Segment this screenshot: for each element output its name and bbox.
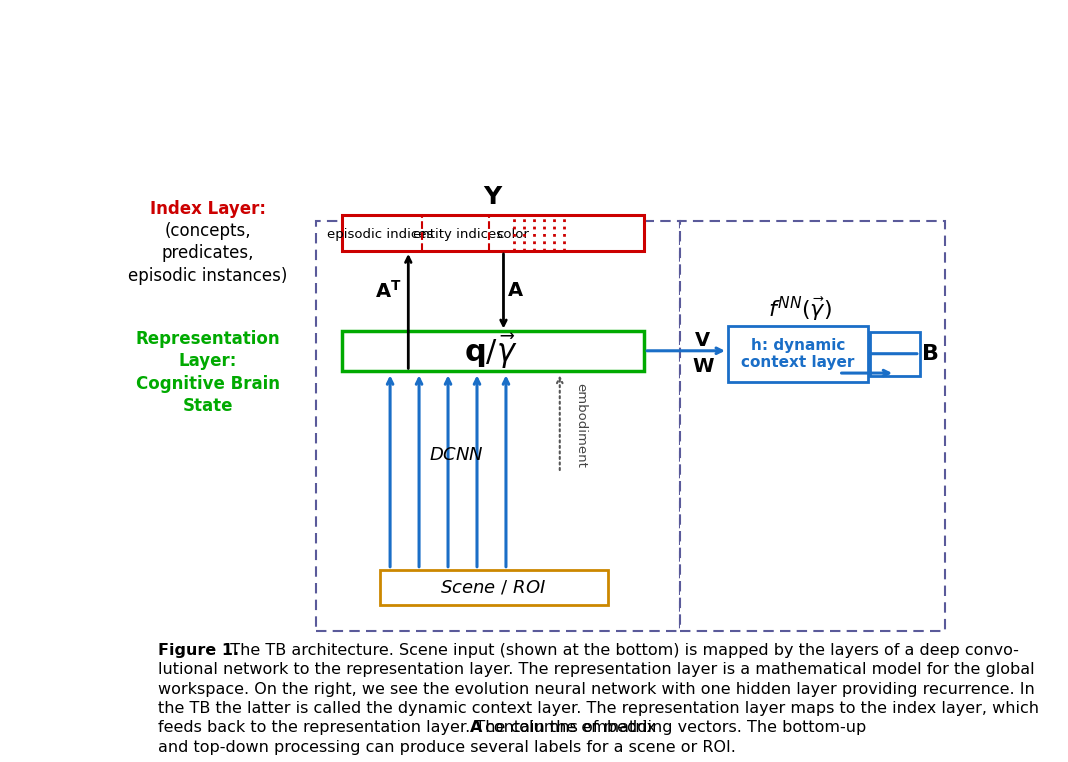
FancyBboxPatch shape xyxy=(342,215,644,251)
Text: and top-down processing can produce several labels for a scene or ROI.: and top-down processing can produce seve… xyxy=(158,740,736,755)
Text: Index Layer:: Index Layer: xyxy=(150,200,266,218)
Text: The TB architecture. Scene input (shown at the bottom) is mapped by the layers o: The TB architecture. Scene input (shown … xyxy=(220,643,1019,658)
Text: feeds back to the representation layer. The columns of matrix: feeds back to the representation layer. … xyxy=(158,720,661,735)
Text: (concepts,: (concepts, xyxy=(164,222,251,240)
Text: Cognitive Brain: Cognitive Brain xyxy=(136,375,280,392)
FancyBboxPatch shape xyxy=(870,332,920,376)
Text: State: State xyxy=(183,397,233,415)
Text: $\mathbf{A^T}$: $\mathbf{A^T}$ xyxy=(375,280,402,302)
Text: $\mathbf{q}/\vec{\gamma}$: $\mathbf{q}/\vec{\gamma}$ xyxy=(465,332,518,371)
Text: $f^{NN}(\vec{\gamma})$: $f^{NN}(\vec{\gamma})$ xyxy=(768,295,832,325)
Text: A: A xyxy=(470,720,483,735)
Text: Figure 1.: Figure 1. xyxy=(158,643,239,658)
FancyBboxPatch shape xyxy=(316,220,680,631)
Text: entity indices: entity indices xyxy=(413,228,503,241)
Text: lutional network to the representation layer. The representation layer is a math: lutional network to the representation l… xyxy=(158,662,1035,677)
Text: $\mathit{DCNN}$: $\mathit{DCNN}$ xyxy=(429,447,484,464)
Text: Layer:: Layer: xyxy=(178,352,237,370)
Text: $\mathbf{W}$: $\mathbf{W}$ xyxy=(691,357,714,376)
Text: embodiment: embodiment xyxy=(575,383,587,469)
Text: h: dynamic
context layer: h: dynamic context layer xyxy=(741,338,854,370)
Text: $\mathbf{B}$: $\mathbf{B}$ xyxy=(921,344,939,363)
FancyBboxPatch shape xyxy=(380,570,608,605)
FancyBboxPatch shape xyxy=(727,326,868,382)
Text: $\mathbf{V}$: $\mathbf{V}$ xyxy=(694,331,711,350)
Text: predicates,: predicates, xyxy=(161,245,254,262)
FancyBboxPatch shape xyxy=(680,220,945,631)
FancyBboxPatch shape xyxy=(342,331,644,371)
Text: the TB the latter is called the dynamic context layer. The representation layer : the TB the latter is called the dynamic … xyxy=(158,701,1039,716)
Text: episodic instances): episodic instances) xyxy=(128,267,287,285)
Text: $\mathbf{Y}$: $\mathbf{Y}$ xyxy=(483,185,504,209)
Text: episodic indices: episodic indices xyxy=(327,228,434,241)
Text: $\mathbf{A}$: $\mathbf{A}$ xyxy=(507,281,524,300)
Text: Representation: Representation xyxy=(136,330,280,348)
Text: workspace. On the right, we see the evolution neural network with one hidden lay: workspace. On the right, we see the evol… xyxy=(158,682,1035,696)
Text: contain the embedding vectors. The bottom-up: contain the embedding vectors. The botto… xyxy=(481,720,866,735)
Text: color: color xyxy=(497,228,529,241)
Text: $\mathit{Scene\ /\ ROI}$: $\mathit{Scene\ /\ ROI}$ xyxy=(440,579,547,597)
